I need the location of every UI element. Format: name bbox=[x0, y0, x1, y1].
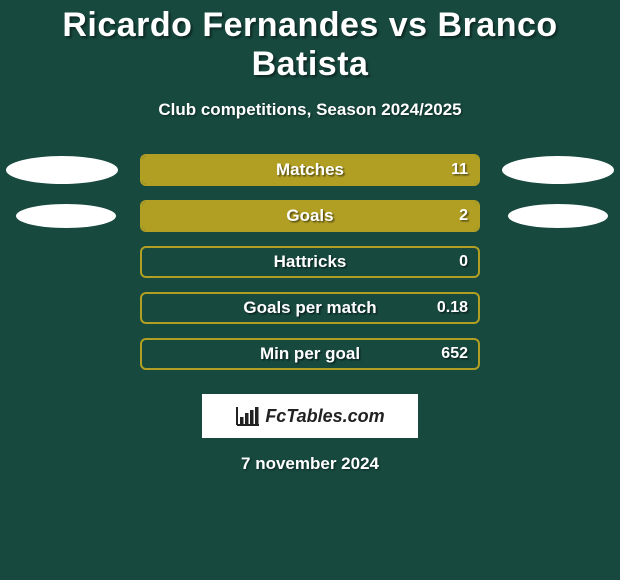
stat-value: 0.18 bbox=[437, 299, 468, 317]
stat-row: Min per goal 652 bbox=[0, 338, 620, 370]
page-subtitle: Club competitions, Season 2024/2025 bbox=[0, 100, 620, 120]
stat-bar: Min per goal 652 bbox=[140, 338, 480, 370]
player-left-marker bbox=[16, 204, 116, 228]
stat-value: 2 bbox=[459, 207, 468, 225]
stat-bar: Goals 2 bbox=[140, 200, 480, 232]
stat-value: 11 bbox=[451, 161, 468, 179]
stat-row: Goals per match 0.18 bbox=[0, 292, 620, 324]
page-title: Ricardo Fernandes vs Branco Batista bbox=[0, 6, 620, 84]
stat-rows: Matches 11 Goals 2 Hattricks 0 Goals per match… bbox=[0, 154, 620, 370]
bar-chart-icon bbox=[235, 405, 261, 427]
stat-row: Hattricks 0 bbox=[0, 246, 620, 278]
stat-bar: Goals per match 0.18 bbox=[140, 292, 480, 324]
stat-label: Matches bbox=[276, 160, 344, 180]
stat-label: Hattricks bbox=[274, 252, 347, 272]
stat-label: Goals bbox=[286, 206, 333, 226]
player-right-marker bbox=[508, 204, 608, 228]
player-left-marker bbox=[6, 156, 118, 184]
stat-bar: Matches 11 bbox=[140, 154, 480, 186]
stat-label: Goals per match bbox=[243, 298, 376, 318]
stat-label: Min per goal bbox=[260, 344, 360, 364]
date-label: 7 november 2024 bbox=[0, 454, 620, 474]
player-right-marker bbox=[502, 156, 614, 184]
stat-value: 652 bbox=[441, 345, 468, 363]
stat-row: Matches 11 bbox=[0, 154, 620, 186]
stat-value: 0 bbox=[459, 253, 468, 271]
stat-row: Goals 2 bbox=[0, 200, 620, 232]
source-logo: FcTables.com bbox=[202, 394, 418, 438]
stat-bar: Hattricks 0 bbox=[140, 246, 480, 278]
comparison-infographic: Ricardo Fernandes vs Branco Batista Club… bbox=[0, 0, 620, 474]
logo-text: FcTables.com bbox=[265, 406, 384, 427]
